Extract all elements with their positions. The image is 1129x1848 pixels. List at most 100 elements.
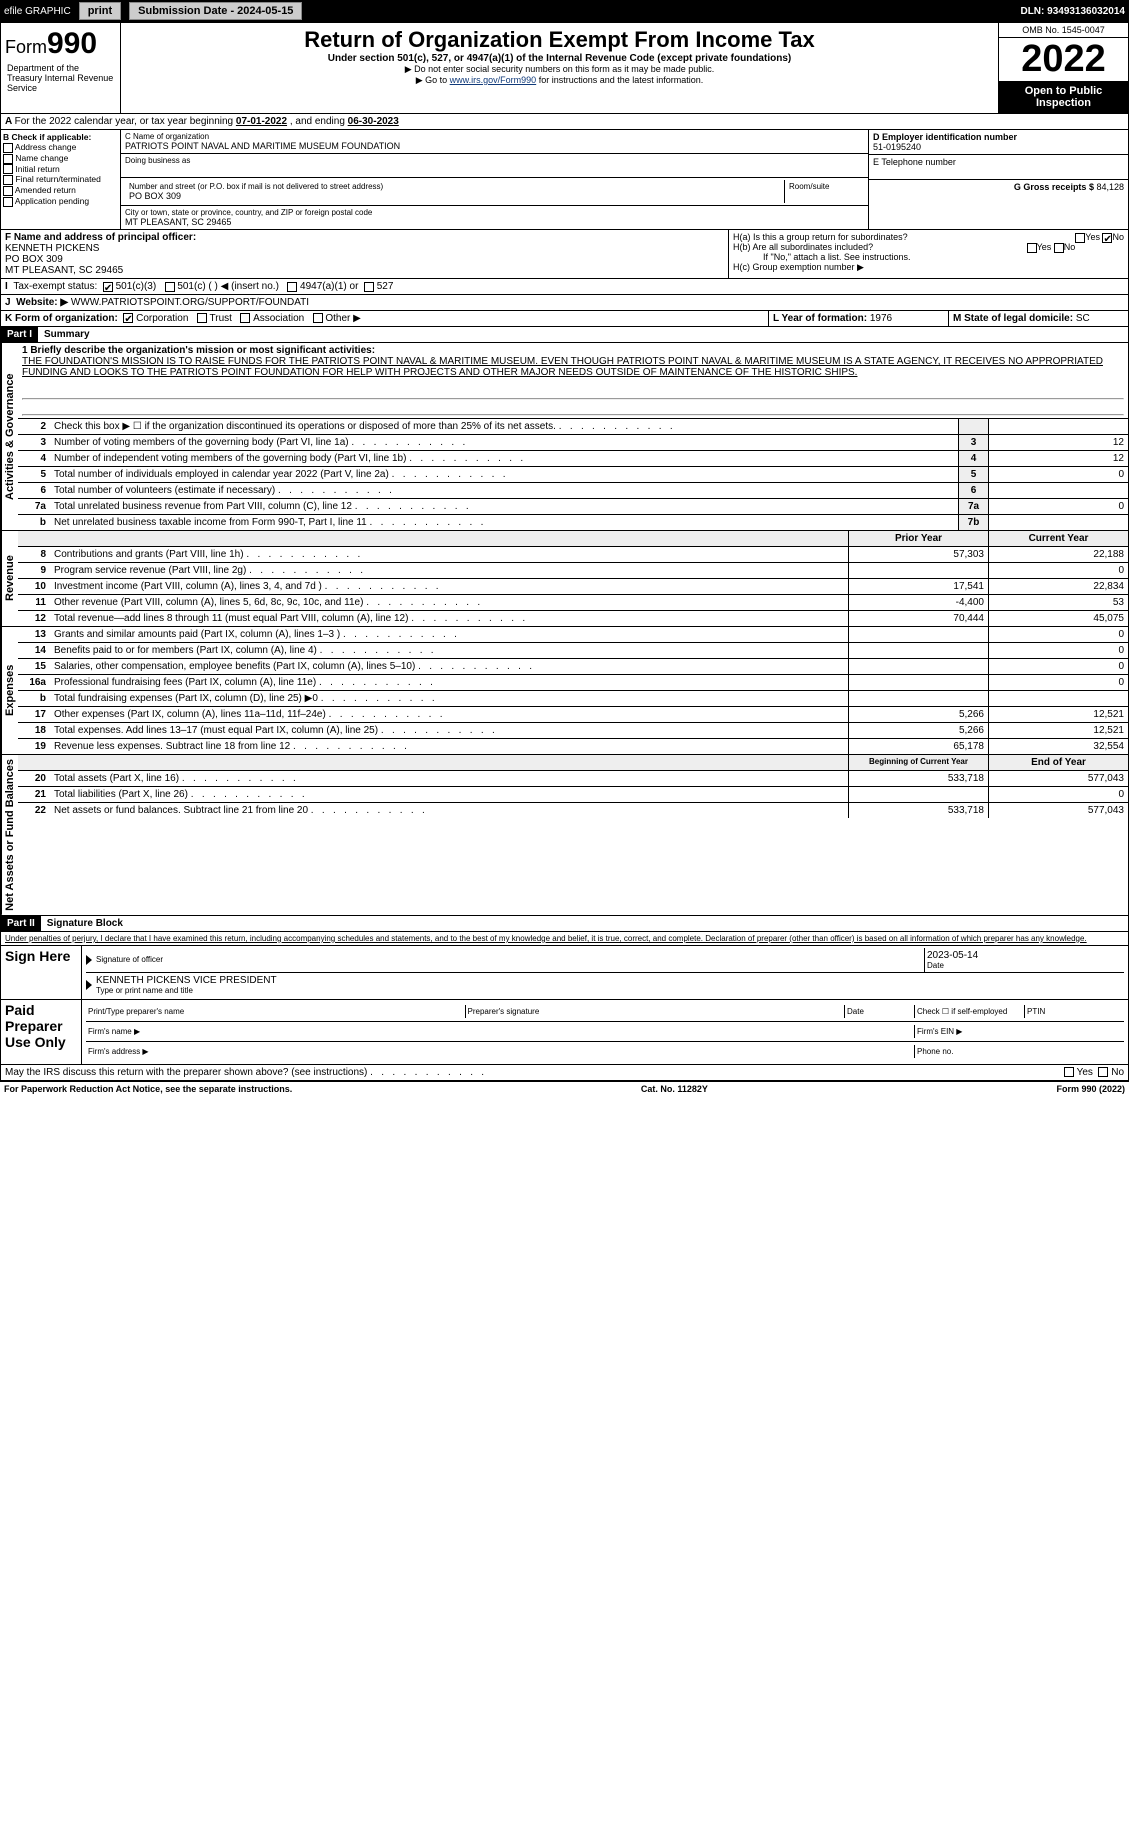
tax-year: 2022 (999, 38, 1128, 81)
dept-label: Department of the Treasury Internal Reve… (5, 61, 116, 95)
gov-line: 2 Check this box ▶ ☐ if the organization… (18, 419, 1128, 435)
goto-prefix: ▶ Go to (416, 75, 450, 85)
exp-tab: Expenses (1, 627, 18, 754)
4947-checkbox[interactable] (287, 282, 297, 292)
data-line: 19 Revenue less expenses. Subtract line … (18, 739, 1128, 754)
b-label: B Check if applicable: (3, 132, 91, 142)
data-line: 8 Contributions and grants (Part VIII, l… (18, 547, 1128, 563)
begin-year-hdr: Beginning of Current Year (848, 755, 988, 770)
hb-yes[interactable] (1027, 243, 1037, 253)
ein-value: 51-0195240 (873, 142, 921, 152)
discuss-no[interactable] (1098, 1067, 1108, 1077)
end-year-hdr: End of Year (988, 755, 1128, 770)
amended-checkbox[interactable] (3, 186, 13, 196)
j-lbl: Website: ▶ (16, 297, 68, 308)
room-lbl: Room/suite (784, 180, 864, 203)
part2-header: Part II Signature Block (0, 916, 1129, 932)
sig-name: KENNETH PICKENS VICE PRESIDENT (96, 975, 277, 986)
ha-no[interactable] (1102, 233, 1112, 243)
website-value: WWW.PATRIOTSPOINT.ORG/SUPPORT/FOUNDATI (71, 297, 309, 308)
sig-declaration: Under penalties of perjury, I declare th… (0, 932, 1129, 946)
part2-bar: Part II (1, 916, 41, 931)
part1-bar: Part I (1, 327, 38, 342)
dba-lbl: Doing business as (125, 156, 864, 165)
name-change-checkbox[interactable] (3, 154, 13, 164)
l-lbl: L Year of formation: (773, 313, 867, 324)
initial-return-checkbox[interactable] (3, 164, 13, 174)
org-addr: PO BOX 309 (129, 191, 780, 201)
527-checkbox[interactable] (364, 282, 374, 292)
prep-name-lbl: Print/Type preparer's name (86, 1005, 465, 1018)
phone-lbl: E Telephone number (873, 157, 956, 167)
self-emp-lbl: Check ☐ if self-employed (914, 1005, 1024, 1018)
form-number: 990 (47, 27, 97, 60)
assoc-checkbox[interactable] (240, 313, 250, 323)
section-d-e-g: D Employer identification number51-01952… (868, 130, 1128, 229)
efile-label: efile GRAPHIC (4, 6, 71, 17)
ptin-lbl: PTIN (1024, 1005, 1124, 1018)
org-name: PATRIOTS POINT NAVAL AND MARITIME MUSEUM… (125, 141, 864, 151)
data-line: 13 Grants and similar amounts paid (Part… (18, 627, 1128, 643)
discuss-row: May the IRS discuss this return with the… (0, 1065, 1129, 1081)
firm-phone-lbl: Phone no. (914, 1045, 1124, 1058)
sign-here-label: Sign Here (1, 946, 81, 999)
section-i: I Tax-exempt status: 501(c)(3) 501(c) ( … (0, 279, 1129, 295)
mission-lbl: 1 Briefly describe the organization's mi… (22, 345, 375, 356)
data-line: 18 Total expenses. Add lines 13–17 (must… (18, 723, 1128, 739)
other-checkbox[interactable] (313, 313, 323, 323)
discuss-text: May the IRS discuss this return with the… (5, 1067, 484, 1078)
section-a: A For the 2022 calendar year, or tax yea… (0, 114, 1129, 130)
gov-line: 7a Total unrelated business revenue from… (18, 499, 1128, 515)
data-line: 14 Benefits paid to or for members (Part… (18, 643, 1128, 659)
prep-date-lbl: Date (844, 1005, 914, 1018)
corp-checkbox[interactable] (123, 313, 133, 323)
officer-city: MT PLEASANT, SC 29465 (5, 265, 123, 276)
irs-link[interactable]: www.irs.gov/Form990 (450, 75, 537, 85)
print-button[interactable]: print (79, 2, 121, 20)
app-pending-checkbox[interactable] (3, 197, 13, 207)
form-subtitle: Under section 501(c), 527, or 4947(a)(1)… (127, 53, 992, 64)
footer-left: For Paperwork Reduction Act Notice, see … (4, 1084, 292, 1094)
part1-title: Summary (38, 327, 96, 342)
501c-checkbox[interactable] (165, 282, 175, 292)
hb-no[interactable] (1054, 243, 1064, 253)
i-c3: 501(c)(3) (116, 281, 157, 292)
hc-lbl: H(c) Group exemption number ▶ (733, 262, 1124, 273)
data-line: 12 Total revenue—add lines 8 through 11 … (18, 611, 1128, 626)
sig-date-val: 2023-05-14 (927, 950, 1122, 961)
rev-tab: Revenue (1, 531, 18, 626)
expenses-section: Expenses 13 Grants and similar amounts p… (0, 627, 1129, 755)
activities-governance: Activities & Governance 1 Briefly descri… (0, 343, 1129, 531)
k-corp: Corporation (136, 313, 188, 324)
trust-checkbox[interactable] (197, 313, 207, 323)
gov-line: 6 Total number of volunteers (estimate i… (18, 483, 1128, 499)
city-lbl: City or town, state or province, country… (125, 208, 864, 217)
data-line: 20 Total assets (Part X, line 16) 533,71… (18, 771, 1128, 787)
firm-addr-lbl: Firm's address ▶ (86, 1045, 914, 1058)
final-return-checkbox[interactable] (3, 175, 13, 185)
gov-line: 4 Number of independent voting members o… (18, 451, 1128, 467)
sign-here-block: Sign Here Signature of officer2023-05-14… (0, 946, 1129, 1000)
submission-date: Submission Date - 2024-05-15 (129, 2, 302, 20)
m-lbl: M State of legal domicile: (953, 313, 1073, 324)
i-lbl: Tax-exempt status: (13, 281, 97, 292)
k-trust: Trust (210, 313, 232, 324)
gross-value: 84,128 (1096, 182, 1124, 192)
gross-lbl: G Gross receipts $ (1014, 182, 1094, 192)
k-lbl: K Form of organization: (5, 313, 118, 324)
a-text: For the 2022 calendar year, or tax year … (15, 116, 236, 127)
501c3-checkbox[interactable] (103, 282, 113, 292)
opt-addr: Address change (15, 142, 76, 152)
hb-lbl: H(b) Are all subordinates included? (733, 242, 873, 252)
discuss-yes[interactable] (1064, 1067, 1074, 1077)
addr-change-checkbox[interactable] (3, 143, 13, 153)
opt-init: Initial return (15, 164, 59, 174)
revenue-section: Revenue Prior YearCurrent Year 8 Contrib… (0, 531, 1129, 627)
form-header: Form990 Department of the Treasury Inter… (0, 22, 1129, 114)
a-begin: 07-01-2022 (236, 116, 287, 127)
section-j: J Website: ▶ WWW.PATRIOTSPOINT.ORG/SUPPO… (0, 295, 1129, 311)
f-lbl: F Name and address of principal officer: (5, 232, 196, 243)
c-name-lbl: C Name of organization (125, 132, 864, 141)
i-4947: 4947(a)(1) or (300, 281, 358, 292)
ha-yes[interactable] (1075, 233, 1085, 243)
